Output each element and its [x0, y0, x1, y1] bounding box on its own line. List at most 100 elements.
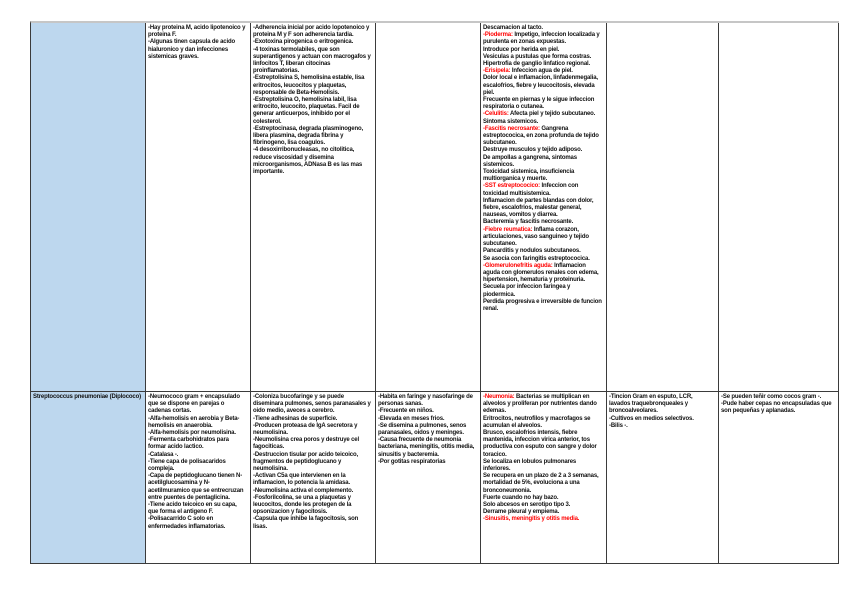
highlighted-term: -Glomerulonefritis aguda: — [483, 262, 553, 269]
note-text: Infeccion con toxicidad multisistemica. — [483, 183, 579, 197]
note-text: -Estreptolisina O, hemolisina labil, lis… — [253, 97, 360, 125]
note-paragraph: Introduce por herida en piel. — [483, 47, 603, 54]
note-paragraph: De ampollas a gangrena, sintomas sistemi… — [483, 155, 603, 169]
highlighted-term: -Celulitis: — [483, 111, 509, 118]
note-paragraph: -Catalasa -. — [148, 452, 247, 459]
note-text: Bacteremia y fascitis necrosante. — [483, 219, 574, 226]
note-paragraph: Descamacion al tacto. — [483, 25, 603, 32]
note-text: -Activan C5a que intervienen en la infla… — [253, 473, 350, 487]
cell-row1-diagnosis — [607, 23, 719, 392]
note-paragraph: -Estreptolisina S, hemolisina estable, l… — [253, 75, 372, 97]
note-paragraph: -Cultivos en medios selectivos. — [609, 416, 715, 423]
note-paragraph: Perdida progresiva e irreversible de fun… — [483, 299, 603, 313]
note-paragraph: -Elevada en meses frios. — [378, 416, 477, 423]
note-paragraph: Secuela por infeccion faringea y pioderm… — [483, 284, 603, 298]
note-paragraph: -Producen proteasa de IgA secretora y ne… — [253, 423, 372, 437]
note-paragraph: -4 toxinas termolabiles, que son superan… — [253, 47, 372, 76]
note-text: Brusco, escalofrios intensis, fiebre man… — [483, 430, 597, 458]
note-text: -Habita en faringe y nasofaringe de pers… — [378, 394, 473, 408]
note-text: Derrame pleural y empiema. — [483, 509, 560, 516]
highlighted-term: -Neumonia: — [483, 394, 515, 400]
note-paragraph: -Sinusitis, meningitis y otitis media. — [483, 516, 603, 523]
note-paragraph: -Por gotitas respiratorias — [378, 459, 477, 466]
note-text: -Algunas tinen capsula de acido hialuron… — [148, 39, 236, 60]
note-text: Se asocia con faringitis estreptococica. — [483, 255, 590, 262]
note-paragraph: Fuerte cuando no hay bazo. — [483, 495, 603, 502]
note-text: Toxicidad sistemica, insuficiencia multi… — [483, 169, 575, 183]
note-paragraph: -Activan C5a que intervienen en la infla… — [253, 473, 372, 487]
cell-row2-observations: -Se pueden teñir como cocos gram -. -Pude… — [719, 392, 839, 564]
cell-row1-observations — [719, 23, 839, 392]
note-paragraph: -Pude haber cepas no encapsuladas que so… — [721, 401, 835, 415]
note-text: -Neumococo gram + encapsulado que se dis… — [148, 394, 240, 415]
note-text: -Producen proteasa de IgA secretora y ne… — [253, 422, 358, 437]
note-text: -Frecuente en niños. — [378, 408, 434, 415]
cell-row1-general-characteristics: -Hay proteina M, acido lipotenoico y pro… — [146, 23, 251, 392]
note-text: Inflamacion de partes blandas con dolor,… — [483, 197, 594, 219]
note-text: -Catalasa -. — [148, 451, 179, 458]
note-paragraph: -Neumonia: Bacterias se multiplican en a… — [483, 394, 603, 416]
note-paragraph: -Neumococo gram + encapsulado que se dis… — [148, 394, 247, 416]
note-text: Vesiculas a pustulas que forma costras. — [483, 53, 592, 60]
cell-row2-diseases: -Neumonia: Bacterias se multiplican en a… — [481, 392, 607, 564]
note-text: Se localiza en lobulos pulmonares inferi… — [483, 458, 577, 473]
note-text: -Coloniza bucofaringe y se puede disemin… — [253, 394, 371, 415]
note-text: Dolor local e inflamacion, linfadenmegal… — [483, 75, 598, 96]
note-text: -Por gotitas respiratorias — [378, 458, 446, 465]
note-text: -4 desoxirribonucleasas, no citolitica, … — [253, 147, 363, 176]
note-text: Inflamacion aguda con glomerulos renales… — [483, 262, 599, 284]
note-paragraph: Toxicidad sistemica, insuficiencia multi… — [483, 169, 603, 183]
note-paragraph: -Causa frecuente de neumonia bacteriana,… — [378, 437, 477, 459]
note-paragraph: Se asocia con faringitis estreptococica. — [483, 256, 603, 263]
note-text: Bacterias se multiplican en alveolos y p… — [483, 394, 597, 415]
note-paragraph: Se recupera en un plazo de 2 a 3 semanas… — [483, 473, 603, 495]
note-text: -Polisacarrido C solo en enfermedades in… — [148, 516, 226, 530]
note-paragraph: Inflamacion de partes blandas con dolor,… — [483, 198, 603, 220]
note-paragraph: -Erisipela: Infeccion agua de piel. — [483, 68, 603, 75]
note-text: -Tincion Gram en esputo, LCR, lavados tr… — [609, 394, 693, 415]
note-text: -Adherencia inicial por acido lopotenoic… — [253, 25, 370, 39]
note-text: -Causa frecuente de neumonia bacteriana,… — [378, 437, 475, 458]
note-paragraph: Bacteremia y fascitis necrosante. — [483, 219, 603, 226]
note-text: Destruye musculos y tejido adiposo. — [483, 147, 583, 154]
note-paragraph: -Tiene acido teicoico en su capa, que fo… — [148, 502, 247, 516]
note-text: Afecta piel y tejido subcutaneo. Sintoma… — [483, 111, 596, 125]
note-paragraph: -Capa de peptidoglucano tienen N-acetilg… — [148, 473, 247, 502]
note-paragraph: -Se disemina a pulmones, senos paranasal… — [378, 423, 477, 437]
note-text: De ampollas a gangrena, sintomas sistemi… — [483, 154, 577, 168]
note-paragraph: -Destruccion tisular por acido teicoico,… — [253, 452, 372, 474]
organism-cell-row2: Streptococcus pneumoniae (Diplococo) — [31, 392, 146, 564]
note-paragraph: Solo abcesos en serotipo tipo 3. — [483, 502, 603, 509]
note-text: -Exotoxina pirogenica o eritrogenica. — [253, 39, 354, 46]
note-paragraph: Vesiculas a pustulas que forma costras. — [483, 54, 603, 61]
cell-row1-virulence-factors: -Adherencia inicial por acido lopotenoic… — [251, 23, 376, 392]
note-text: -Neumolisina activa el complemento. — [253, 487, 354, 494]
highlighted-term: -SST estreptococico: — [483, 183, 541, 190]
note-paragraph: -Capsula que inhibe la fagocitosis, son … — [253, 516, 372, 530]
note-paragraph: -Bilis -. — [609, 423, 715, 430]
note-text: -Capsula que inhibe la fagocitosis, son … — [253, 516, 359, 530]
note-paragraph: -Fermenta carbohidratos para formar acid… — [148, 437, 247, 451]
note-paragraph: -Fiebre reumatica: Inflama corazon, arti… — [483, 227, 603, 249]
note-text: Se recupera en un plazo de 2 a 3 semanas… — [483, 473, 599, 494]
note-paragraph: -SST estreptococico: Infeccion con toxic… — [483, 183, 603, 197]
note-text: -Tiene acido teicoico en su capa, que fo… — [148, 502, 237, 516]
note-text: Pancarditis y nodulos subcutaneos. — [483, 248, 581, 255]
note-text: Impetigo, infeccion localizada y purulen… — [483, 32, 600, 46]
note-paragraph: -4 desoxirribonucleasas, no citolitica, … — [253, 147, 372, 176]
note-paragraph: -Celulitis: Afecta piel y tejido subcuta… — [483, 111, 603, 125]
note-text: Eritrocitos, neutrofilos y macrofagos se… — [483, 415, 591, 429]
note-text: Infeccion agua de piel. — [510, 68, 573, 75]
note-text: Hipertrofia de ganglio linfatico regiona… — [483, 61, 591, 68]
note-paragraph: -Tiene adhesinas de superficie. — [253, 416, 372, 423]
note-paragraph: Eritrocitos, neutrofilos y macrofagos se… — [483, 416, 603, 430]
highlighted-term: -Sinusitis, meningitis y otitis media. — [483, 516, 580, 523]
cell-row1-epidemiology — [376, 23, 481, 392]
organism-cell-row1 — [31, 23, 146, 392]
note-paragraph: -Alfa-hemolisis en aerobia y Beta-hemoli… — [148, 416, 247, 430]
notes-table: -Hay proteina M, acido lipotenoico y pro… — [30, 21, 839, 564]
note-text: -Alfa-hemolisis por neumolisina. — [148, 430, 236, 437]
note-paragraph: -Polisacarrido C solo en enfermedades in… — [148, 516, 247, 530]
note-text: -Se disemina a pulmones, senos paranasal… — [378, 422, 467, 437]
